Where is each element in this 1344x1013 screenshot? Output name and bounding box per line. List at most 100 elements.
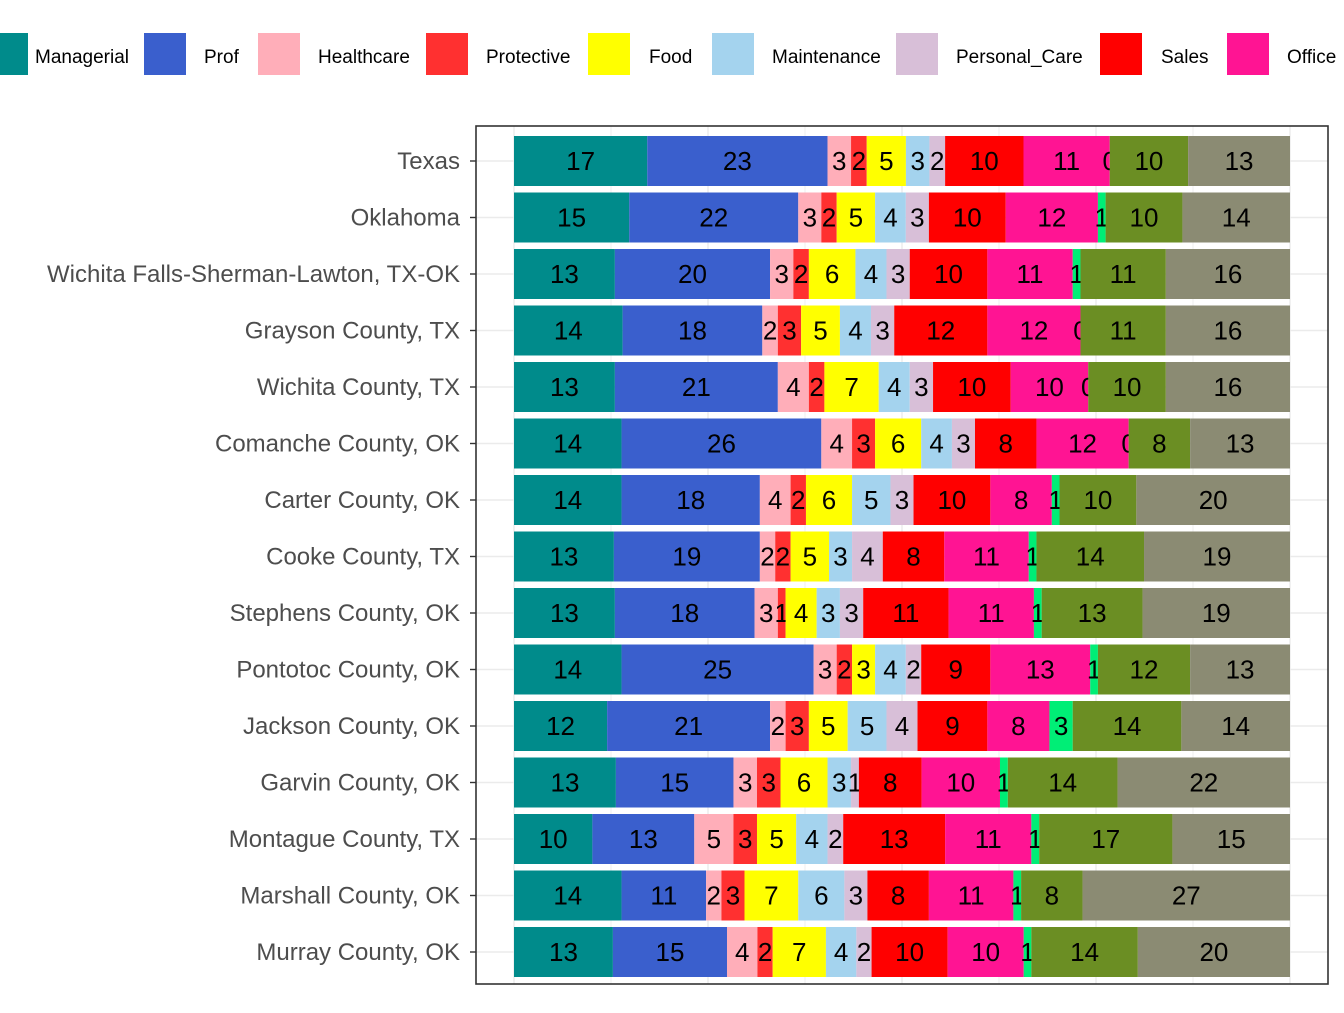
bar-segment-stephens-county-ok-food bbox=[785, 588, 817, 638]
data-label: 6 bbox=[797, 768, 811, 798]
data-label: 3 bbox=[833, 542, 847, 572]
data-label: 3 bbox=[895, 485, 909, 515]
data-label: 3 bbox=[759, 598, 773, 628]
data-label: 13 bbox=[549, 542, 578, 572]
data-label: 4 bbox=[864, 259, 878, 289]
bar-segment-wichita-falls-sherman-lawton-tx-ok-protective bbox=[793, 249, 809, 299]
data-label: 5 bbox=[803, 542, 817, 572]
bar-segment-wichita-county-tx-protective bbox=[808, 362, 825, 412]
data-label: 2 bbox=[906, 655, 920, 685]
data-label: 13 bbox=[1026, 655, 1055, 685]
bar-segment-carter-county-ok-healthcare bbox=[759, 475, 791, 525]
data-label: 8 bbox=[906, 542, 920, 572]
bar-segment-comanche-county-ok-series-12 bbox=[1190, 418, 1290, 469]
data-label: 5 bbox=[769, 824, 783, 854]
data-label: 3 bbox=[910, 146, 924, 176]
data-label: 23 bbox=[723, 146, 752, 176]
data-label: 10 bbox=[1130, 203, 1159, 233]
data-label: 15 bbox=[557, 203, 586, 233]
y-tick-label: Wichita County, TX bbox=[257, 374, 460, 401]
bar-segment-pontotoc-county-ok-prof bbox=[621, 644, 814, 695]
data-label: 3 bbox=[844, 598, 858, 628]
data-label: 14 bbox=[553, 485, 582, 515]
data-label: 22 bbox=[699, 203, 728, 233]
data-label: 5 bbox=[849, 203, 863, 233]
data-label: 11 bbox=[892, 598, 919, 628]
bar-segment-stephens-county-ok-sales bbox=[863, 588, 949, 638]
bar-segment-pontotoc-county-ok-sales bbox=[921, 644, 991, 695]
data-label: 6 bbox=[891, 429, 905, 459]
y-tick-label: Comanche County, OK bbox=[215, 431, 460, 458]
bar-segment-carter-county-ok-food bbox=[805, 475, 853, 525]
legend-key-managerial bbox=[0, 33, 28, 75]
bar-segment-jackson-county-ok-office bbox=[987, 701, 1050, 751]
bar-segment-wichita-county-tx-managerial bbox=[514, 362, 615, 412]
data-label: 14 bbox=[1076, 542, 1105, 572]
data-label: 3 bbox=[738, 824, 752, 854]
data-label: 4 bbox=[848, 316, 862, 346]
bar-segment-comanche-county-ok-prof bbox=[621, 418, 822, 469]
data-label: 4 bbox=[786, 372, 800, 402]
bar-segment-marshall-county-ok-maintenance bbox=[798, 870, 845, 921]
bar-segment-garvin-county-ok-food bbox=[780, 757, 828, 808]
legend-key-personal-care bbox=[896, 33, 938, 75]
bar-segment-wichita-falls-sherman-lawton-tx-ok-sales bbox=[909, 249, 988, 299]
bar-segment-carter-county-ok-personal-care bbox=[890, 475, 914, 525]
bar-segment-pontotoc-county-ok-series-11 bbox=[1097, 644, 1191, 695]
data-label: 10 bbox=[937, 485, 966, 515]
data-label: 15 bbox=[655, 937, 684, 967]
y-tick-label: Wichita Falls-Sherman-Lawton, TX-OK bbox=[47, 261, 460, 288]
bar-segment-montague-county-tx-prof bbox=[592, 814, 695, 864]
y-tick-label: Carter County, OK bbox=[264, 487, 460, 514]
bar-segment-pontotoc-county-ok-protective bbox=[836, 644, 853, 695]
data-label: 13 bbox=[550, 372, 579, 402]
y-tick-label: Texas bbox=[397, 148, 460, 175]
bar-segment-garvin-county-ok-prof bbox=[615, 757, 734, 808]
bar-segment-jackson-county-ok-food bbox=[808, 701, 848, 751]
bar-segment-garvin-county-ok-maintenance bbox=[827, 757, 852, 808]
bar-segment-stephens-county-ok-office bbox=[948, 588, 1034, 638]
data-label: 4 bbox=[794, 598, 808, 628]
data-label: 10 bbox=[895, 937, 924, 967]
bar-segment-montague-county-tx-maintenance bbox=[796, 814, 828, 864]
legend-key-office bbox=[1227, 33, 1269, 75]
legend-key-maintenance bbox=[712, 33, 754, 75]
bar-segment-cooke-county-tx-office bbox=[944, 531, 1029, 582]
data-label: 2 bbox=[707, 881, 721, 911]
data-label: 2 bbox=[763, 316, 777, 346]
bar-segment-oklahoma-prof bbox=[629, 192, 799, 243]
bar-segment-garvin-county-ok-office bbox=[921, 757, 1000, 808]
bar-segment-marshall-county-ok-office bbox=[928, 870, 1014, 921]
data-label: 4 bbox=[883, 655, 897, 685]
bar-segment-murray-county-ok-maintenance bbox=[825, 927, 857, 977]
data-label: 1 bbox=[1048, 485, 1062, 515]
data-label: 3 bbox=[914, 372, 928, 402]
data-label: 1 bbox=[997, 768, 1011, 798]
bar-segment-wichita-falls-sherman-lawton-tx-ok-series-10 bbox=[1072, 249, 1081, 299]
data-label: 19 bbox=[1203, 542, 1232, 572]
bar-segment-oklahoma-sales bbox=[928, 192, 1006, 243]
y-tick-label: Garvin County, OK bbox=[260, 770, 460, 797]
data-label: 3 bbox=[762, 768, 776, 798]
data-label: 8 bbox=[883, 768, 897, 798]
bar-segment-grayson-county-tx-protective bbox=[777, 305, 802, 356]
bar-segment-wichita-county-tx-series-11 bbox=[1088, 362, 1166, 412]
bar-segment-carter-county-ok-series-10 bbox=[1051, 475, 1060, 525]
data-label: 3 bbox=[790, 711, 804, 741]
data-label: 3 bbox=[803, 203, 817, 233]
bar-segment-murray-county-ok-series-12 bbox=[1137, 927, 1290, 977]
bar-segment-wichita-county-tx-prof bbox=[614, 362, 778, 412]
bar-segment-murray-county-ok-healthcare bbox=[727, 927, 758, 977]
data-label: 4 bbox=[883, 203, 897, 233]
data-label: 12 bbox=[1037, 203, 1066, 233]
data-label: 15 bbox=[1217, 824, 1246, 854]
data-label: 1 bbox=[1095, 203, 1109, 233]
data-label: 16 bbox=[1213, 259, 1242, 289]
bar-segment-oklahoma-healthcare bbox=[798, 192, 822, 243]
bar-segment-cooke-county-tx-personal-care bbox=[852, 531, 883, 582]
data-label: 3 bbox=[956, 429, 970, 459]
bar-segment-marshall-county-ok-series-12 bbox=[1082, 870, 1290, 921]
bar-segment-pontotoc-county-ok-maintenance bbox=[875, 644, 906, 695]
bar-segment-wichita-county-tx-maintenance bbox=[878, 362, 910, 412]
